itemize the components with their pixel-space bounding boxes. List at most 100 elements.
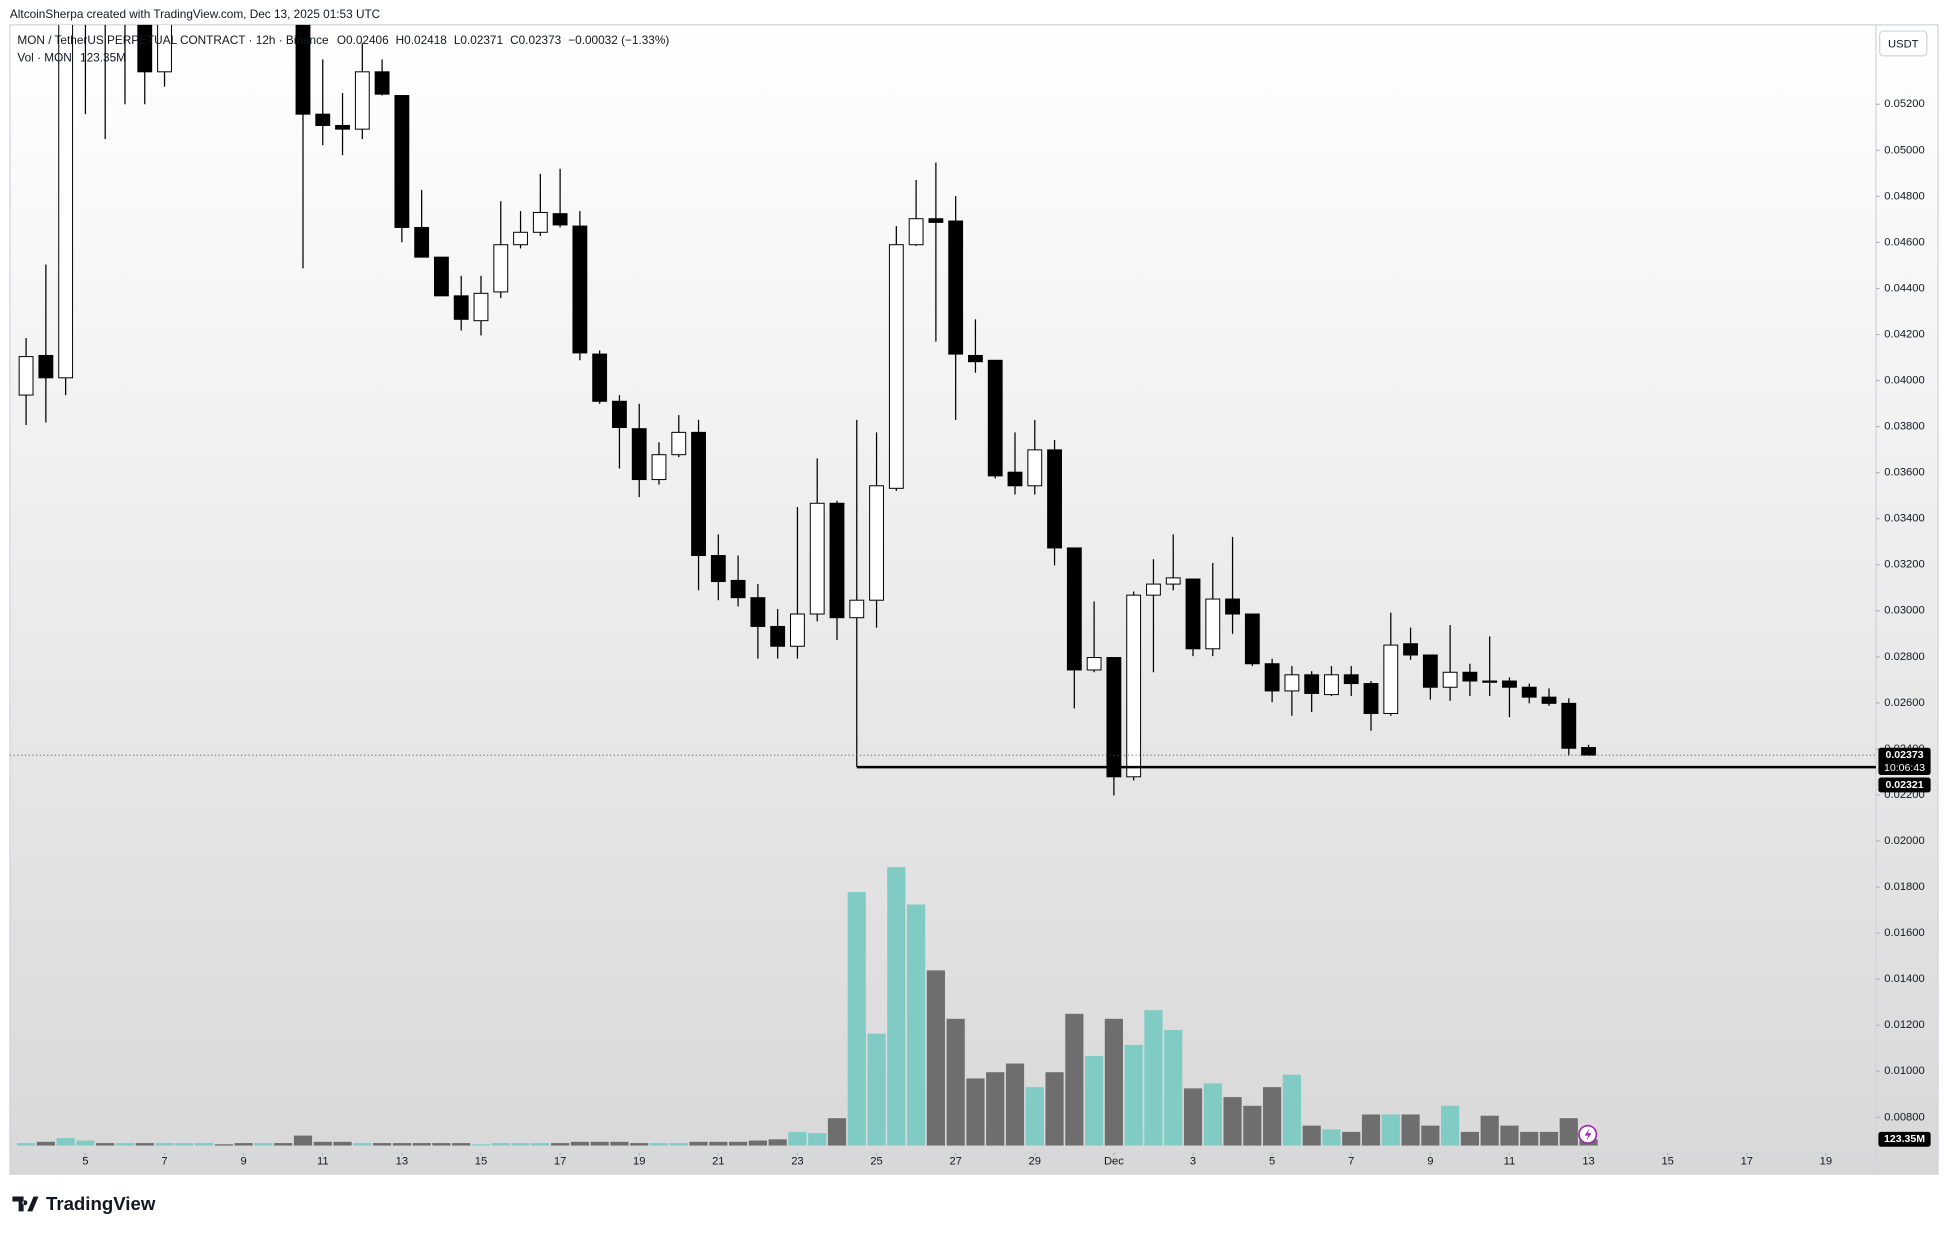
candle-body: [1146, 583, 1161, 596]
volume-bar: [926, 970, 945, 1146]
x-tick-label: 13: [396, 1156, 408, 1168]
volume-bar: [1322, 1129, 1341, 1146]
volume-bar: [827, 1118, 847, 1146]
volume-bar: [511, 1143, 530, 1146]
x-tick-label: 27: [949, 1156, 961, 1168]
y-tick-label: 0.03000: [1884, 605, 1924, 617]
y-tick-label: 0.04600: [1884, 236, 1924, 248]
candle-body: [908, 218, 924, 246]
y-tick-label: 0.05000: [1884, 144, 1924, 156]
x-tick-label: 9: [241, 1156, 247, 1168]
support-badge: [1878, 777, 1931, 793]
volume-bar: [1144, 1010, 1163, 1146]
volume-bar: [254, 1143, 273, 1146]
x-tick-label: 17: [554, 1156, 566, 1168]
x-tick-label: 25: [870, 1156, 882, 1168]
y-tick-label: 0.00800: [1884, 1111, 1924, 1123]
volume-bar: [491, 1143, 510, 1146]
volume-bar: [1361, 1114, 1381, 1146]
volume-bar: [56, 1138, 75, 1146]
volume-bar: [867, 1033, 886, 1146]
candle-body: [295, 24, 311, 115]
volume-bar: [1223, 1097, 1242, 1146]
volume-bar: [214, 1144, 233, 1146]
y-tick-label: 0.02800: [1884, 651, 1924, 663]
volume-bar: [1460, 1131, 1479, 1146]
symbol: MON / TetherUS PERPETUAL CONTRACT · 12h …: [17, 33, 329, 47]
y-tick-label: 0.01000: [1884, 1065, 1924, 1077]
candle-body: [1264, 663, 1280, 692]
volume-bar: [847, 892, 866, 1146]
volume-bar: [452, 1143, 471, 1146]
volume-bar: [1381, 1114, 1400, 1146]
y-tick-label: 0.03200: [1884, 559, 1924, 571]
y-tick-label: 0.01800: [1884, 881, 1924, 893]
volume-bar: [1104, 1018, 1123, 1146]
chart-frame: [9, 24, 1939, 1175]
x-tick-label: 5: [82, 1156, 88, 1168]
volume-bar: [1005, 1063, 1025, 1146]
volume-bar: [1282, 1074, 1301, 1146]
volume-bar: [1203, 1083, 1222, 1146]
event-icon-bolt: [1584, 1128, 1592, 1141]
candle-body: [770, 625, 786, 647]
x-tick-label: 19: [1820, 1156, 1832, 1168]
candle-body: [730, 579, 746, 599]
volume-bar: [1539, 1131, 1559, 1146]
volume-bar: [768, 1139, 787, 1146]
volume-bar: [353, 1143, 372, 1146]
x-tick-label: 15: [475, 1156, 487, 1168]
y-tick-label: 0.03400: [1884, 513, 1924, 525]
volume-bar: [709, 1141, 728, 1146]
ohlc-value: 0.02371: [460, 33, 503, 47]
volume-bar: [986, 1072, 1005, 1146]
candle-body: [928, 218, 944, 223]
volume-bar: [1441, 1105, 1460, 1146]
volume-legend: Vol · MON 123.35M: [17, 51, 126, 65]
y-tick-label: 0.04400: [1884, 282, 1924, 294]
candle-body: [612, 400, 627, 429]
volume-bar: [333, 1141, 352, 1146]
candle-body: [1284, 674, 1300, 692]
ohlc-value: 0.02406: [346, 33, 389, 47]
volume-value: 123.35M: [80, 51, 126, 65]
change: −0.00032 (−1.33%): [568, 33, 669, 47]
y-tick-label: 0.03600: [1884, 467, 1924, 479]
volume-bar: [946, 1018, 965, 1146]
x-tick-label: 9: [1427, 1156, 1433, 1168]
volume-bar: [412, 1143, 431, 1146]
volume-bar: [1045, 1072, 1064, 1146]
volume-bar: [1302, 1125, 1321, 1146]
candle-body: [1482, 680, 1498, 683]
candle-body: [532, 211, 548, 233]
y-tick-label: 0.01200: [1884, 1019, 1924, 1031]
y-tick-label: 0.03800: [1884, 421, 1924, 433]
volume-bar: [531, 1143, 550, 1146]
x-tick-label: Dec: [1104, 1156, 1124, 1168]
candle-body: [1007, 471, 1023, 487]
credit: AltcoinSherpa created with TradingView.c…: [10, 7, 381, 21]
volume-bar: [1243, 1105, 1262, 1146]
volume-bar: [432, 1143, 451, 1146]
x-tick-label: 7: [161, 1156, 167, 1168]
volume-bar: [966, 1078, 985, 1146]
candle-body: [1403, 643, 1418, 656]
volume-bar: [887, 867, 906, 1146]
volume-bar: [1421, 1125, 1440, 1146]
candle-body: [335, 124, 350, 130]
candle-body: [750, 597, 766, 627]
volume-bar: [1500, 1125, 1519, 1146]
x-tick-label: 3: [1190, 1156, 1196, 1168]
volume-bar: [1085, 1056, 1104, 1146]
candle-body: [1225, 598, 1240, 615]
candle-body: [38, 354, 54, 379]
candle-body: [1442, 671, 1458, 688]
candle-body: [137, 24, 153, 73]
currency-box[interactable]: [1879, 30, 1928, 57]
candle-body: [1462, 671, 1478, 682]
volume-bar: [907, 904, 926, 1146]
y-tick-label: 0.02000: [1884, 835, 1924, 847]
ohlc-key: O: [337, 33, 346, 47]
volume-title: Vol · MON: [17, 51, 71, 65]
